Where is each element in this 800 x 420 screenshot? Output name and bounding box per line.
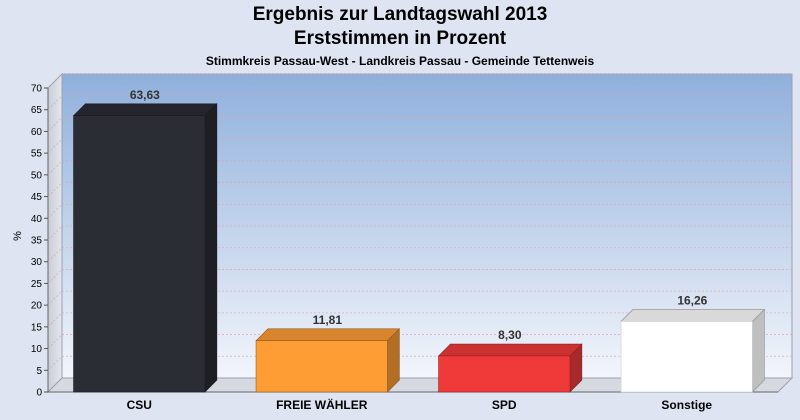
grid-line-wall <box>47 138 63 154</box>
y-tick-label: 20 <box>31 301 43 312</box>
chart-title: Ergebnis zur Landtagswahl 2013 <box>252 4 548 25</box>
data-label-1: 11,81 <box>313 313 343 327</box>
grid-line-wall <box>47 182 63 197</box>
y-tick-label: 50 <box>31 170 43 181</box>
y-tick-label: 70 <box>31 84 43 95</box>
y-tick-label: 40 <box>31 214 43 225</box>
grid-line-wall <box>47 334 63 349</box>
grid-line-wall <box>47 247 63 262</box>
grid-line-wall <box>47 356 63 371</box>
y-tick-label: 60 <box>31 127 43 138</box>
x-tick-label-2: SPD <box>492 398 517 412</box>
bar-top-3 <box>620 309 766 322</box>
bar-side-0 <box>204 103 218 393</box>
grid-line-wall <box>47 117 63 132</box>
bar-2 <box>438 355 571 393</box>
y-tick-label: 45 <box>31 192 43 203</box>
chart-caption: Stimmkreis Passau-West - Landkreis Passa… <box>205 54 595 68</box>
bar-top-1 <box>255 328 401 342</box>
y-tick-label: 55 <box>31 149 43 160</box>
bar-1 <box>255 340 388 393</box>
grid-line-wall <box>47 312 63 328</box>
bar-top-0 <box>72 103 218 116</box>
y-tick-label: 35 <box>31 236 43 247</box>
x-tick-label-1: FREIE WÄHLER <box>276 397 368 412</box>
x-tick-label-0: CSU <box>127 398 152 412</box>
grid-line-wall <box>47 95 63 110</box>
y-tick-label: 15 <box>31 322 43 333</box>
data-label-3: 16,26 <box>677 293 707 307</box>
bar-side-3 <box>752 308 765 393</box>
bar-top-2 <box>437 343 583 357</box>
grid-line-wall <box>47 204 63 219</box>
x-tick-label-3: Sonstige <box>661 398 712 412</box>
y-axis-label: % <box>12 231 24 241</box>
grid-line-wall <box>47 225 63 241</box>
bar-0 <box>73 115 206 393</box>
grid-line-wall <box>47 290 63 306</box>
y-tick-label: 0 <box>36 388 42 399</box>
bar-3 <box>620 321 753 393</box>
y-tick-label: 25 <box>31 279 43 290</box>
y-tick-label: 30 <box>31 257 43 268</box>
y-tick-label: 10 <box>31 344 43 355</box>
y-tick-label: 65 <box>31 105 43 116</box>
data-label-0: 63,63 <box>130 88 160 102</box>
data-label-2: 8,30 <box>498 328 522 342</box>
y-tick-label: 5 <box>36 366 42 377</box>
grid-line-wall <box>47 73 63 89</box>
chart-subtitle: Erststimmen in Prozent <box>293 28 507 49</box>
grid-line-wall <box>47 160 63 176</box>
grid-line-wall <box>47 269 63 284</box>
